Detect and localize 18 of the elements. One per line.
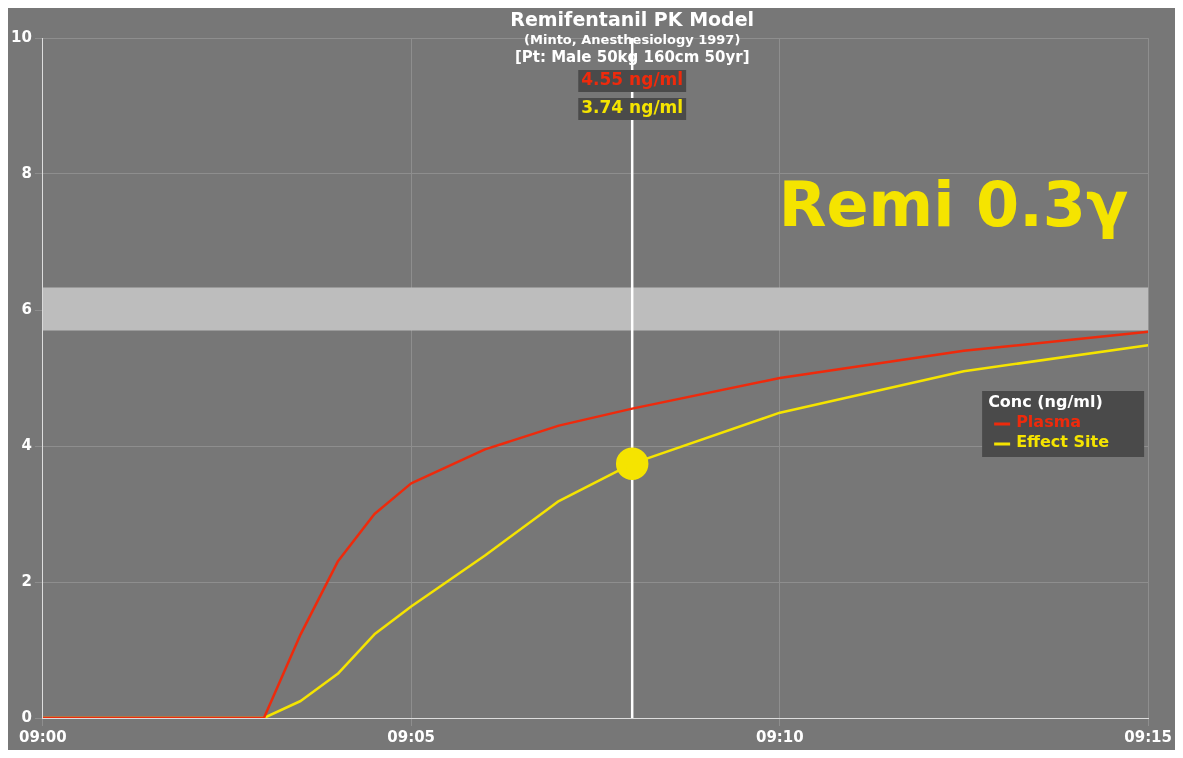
x-tick-label: 09:10 bbox=[755, 727, 804, 746]
chart-title: Remifentanil PK Model bbox=[510, 8, 755, 31]
x-tick-label: 09:15 bbox=[1124, 727, 1172, 746]
y-tick-label: 4 bbox=[21, 435, 32, 454]
chart-subtitle: (Minto, Anesthesiology 1997) bbox=[524, 31, 741, 47]
legend-title: Conc (ng/ml) bbox=[988, 392, 1103, 412]
x-tick-label: 09:05 bbox=[387, 727, 436, 746]
annotation: 3.74 ng/ml bbox=[581, 96, 684, 117]
y-tick-label: 8 bbox=[21, 163, 32, 182]
legend-label: Plasma bbox=[1016, 412, 1082, 432]
y-tick-label: 0 bbox=[21, 707, 32, 726]
y-tick-label: 10 bbox=[11, 27, 32, 46]
annotation: Remi 0.3γ bbox=[778, 168, 1129, 242]
y-tick-label: 2 bbox=[21, 571, 32, 590]
y-tick-label: 6 bbox=[21, 299, 32, 318]
x-tick-label: 09:00 bbox=[19, 727, 67, 746]
annotation: 4.55 ng/ml bbox=[581, 68, 684, 89]
legend-label: Effect Site bbox=[1016, 432, 1110, 452]
